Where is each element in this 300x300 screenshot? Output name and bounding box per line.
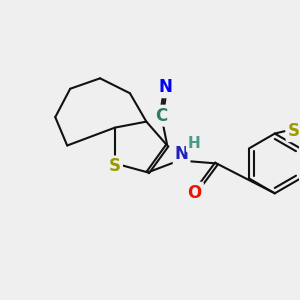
Text: S: S (109, 158, 121, 175)
Text: N: N (175, 145, 188, 163)
Text: S: S (288, 122, 300, 140)
Text: O: O (188, 184, 202, 202)
Text: C: C (155, 107, 167, 125)
Text: N: N (159, 78, 173, 96)
Text: H: H (188, 136, 200, 151)
